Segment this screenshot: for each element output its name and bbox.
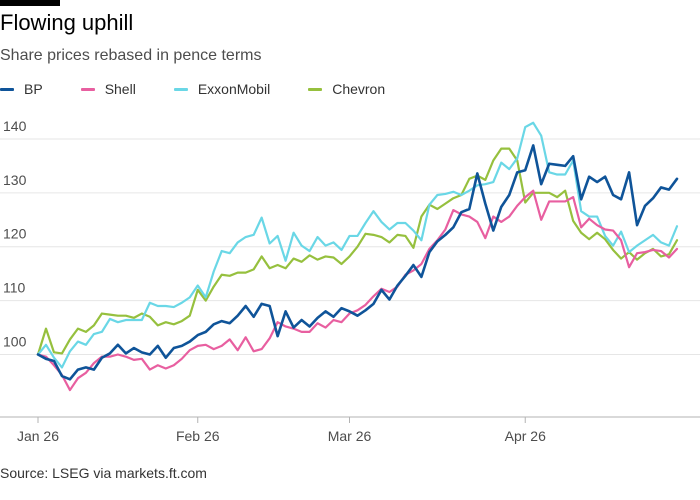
y-tick-label-130: 130 — [3, 172, 27, 188]
y-tick-label-120: 120 — [3, 226, 27, 242]
series-line-chevron — [36, 147, 679, 356]
x-tick-label: Apr 26 — [505, 428, 546, 444]
y-tick-label-110: 110 — [3, 280, 26, 296]
legend-label-bp: BP — [24, 81, 43, 97]
legend-label-exxonmobil: ExxonMobil — [197, 81, 271, 97]
legend-swatch-exxonmobil — [173, 87, 188, 91]
x-tick-label: Mar 26 — [328, 428, 372, 444]
legend-swatch-chevron — [308, 87, 323, 91]
chart-subtitle: Share prices rebased in pence terms — [0, 47, 262, 64]
x-tick-label: Jan 26 — [17, 428, 59, 444]
legend-swatch-bp — [0, 87, 14, 91]
series-line-bp — [36, 144, 679, 381]
legend-item-exxonmobil: ExxonMobil — [173, 81, 271, 97]
legend-item-bp: BP — [0, 81, 43, 97]
y-tick-label-100: 100 — [3, 334, 27, 350]
x-tick-labels: Jan 26 Feb 26 Mar 26 Apr 26 — [17, 417, 546, 444]
source-note: Source: LSEG via markets.ft.com — [0, 465, 207, 481]
y-tick-labels: 100 110 120 130 140 — [3, 118, 27, 350]
chart-title: Flowing uphill — [0, 10, 134, 35]
legend-item-chevron: Chevron — [308, 81, 385, 97]
series-line-shell — [36, 189, 679, 392]
ft-topbar — [0, 0, 60, 6]
legend-label-shell: Shell — [104, 81, 136, 97]
legend-item-shell: Shell — [80, 81, 136, 97]
legend: BP Shell ExxonMobil Chevron — [0, 79, 423, 99]
y-tick-label-140: 140 — [3, 118, 27, 134]
series-lines — [36, 121, 679, 392]
legend-label-chevron: Chevron — [332, 81, 386, 97]
x-tick-label: Feb 26 — [176, 428, 220, 444]
series-line-exxonmobil — [36, 121, 679, 369]
legend-swatch-shell — [80, 87, 95, 91]
